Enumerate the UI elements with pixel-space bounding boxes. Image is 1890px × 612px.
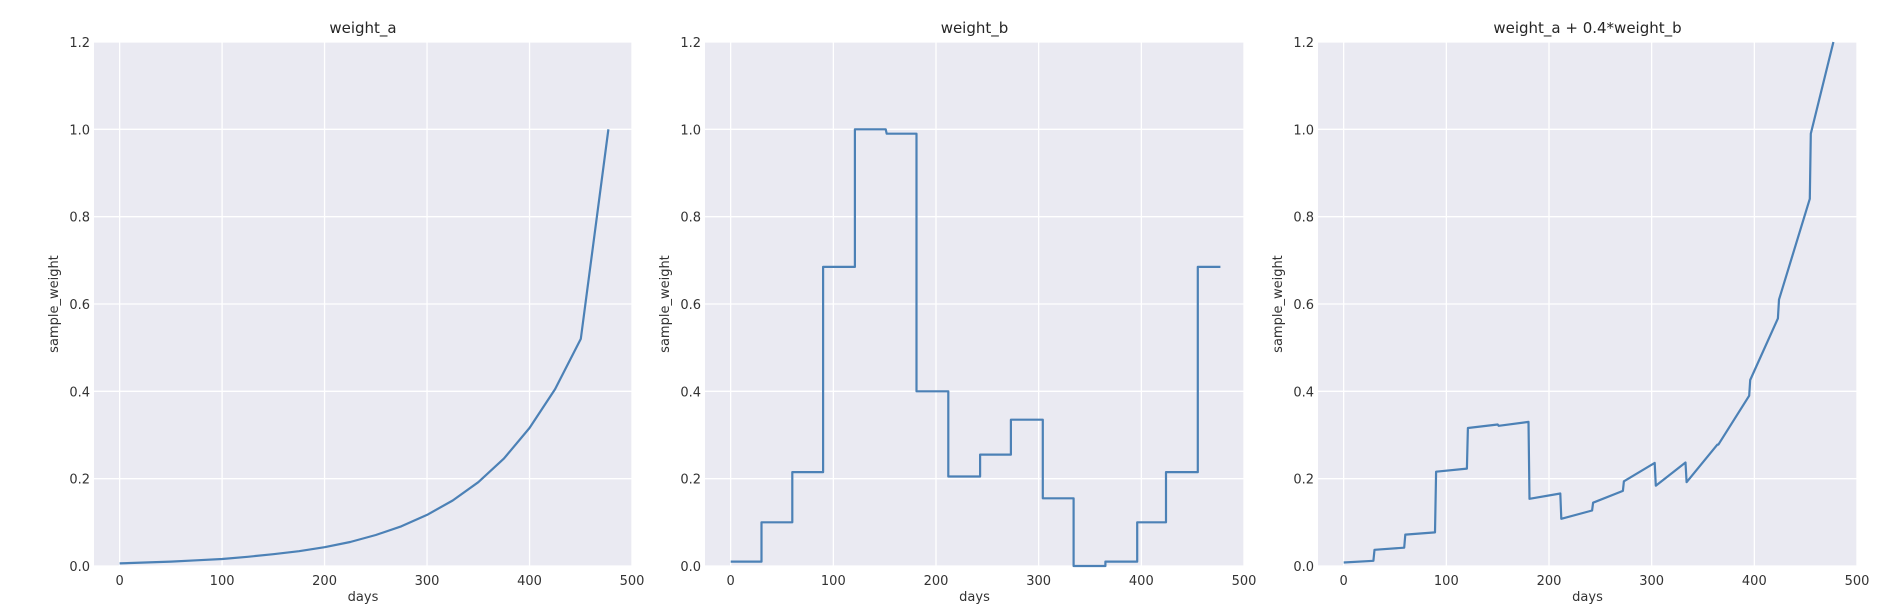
y-tick-label: 0.0 (1293, 560, 1314, 575)
y-tick-label: 0.2 (69, 473, 90, 488)
x-tick-label: 500 (1845, 574, 1870, 589)
y-tick-label: 1.0 (69, 123, 90, 138)
y-tick-label: 0.6 (680, 298, 701, 313)
x-tick-label: 500 (620, 574, 645, 589)
y-tick-label: 0.8 (680, 211, 701, 226)
y-tick-label: 0.0 (680, 560, 701, 575)
y-tick-label: 0.6 (69, 298, 90, 313)
y-tick-label: 0.0 (69, 560, 90, 575)
subplot-weight-b: 0 100 200 300 400 500 0.0 0.2 0.4 0.6 0.8 1.0 1.2 wei… (658, 19, 1256, 605)
subplot-weight-a: 0 100 200 300 400 500 0.0 0.2 0.4 0.6 0.8 1.0 1.2 wei… (47, 19, 644, 605)
x-tick-label: 200 (312, 574, 337, 589)
x-tick-label: 100 (821, 574, 846, 589)
y-axis-label: sample_weight (1271, 255, 1286, 353)
y-axis-label: sample_weight (47, 255, 62, 353)
y-tick-label: 0.2 (680, 473, 701, 488)
series-line (1343, 41, 1835, 564)
x-axis-label: days (348, 590, 379, 605)
y-tick-label: 1.0 (1293, 123, 1314, 138)
y-tick-label: 0.4 (680, 385, 701, 400)
y-tick-label: 0.6 (1293, 298, 1314, 313)
x-tick-label: 0 (1340, 574, 1348, 589)
x-tick-label: 0 (727, 574, 735, 589)
x-tick-label: 200 (1537, 574, 1562, 589)
chart-title: weight_b (941, 19, 1009, 38)
y-tick-label: 0.4 (1293, 385, 1314, 400)
y-tick-label: 1.2 (680, 36, 701, 51)
series-line (730, 128, 1221, 568)
y-tick-label: 0.4 (69, 385, 90, 400)
x-tick-label: 300 (1026, 574, 1051, 589)
x-axis-label: days (959, 590, 990, 605)
x-tick-label: 200 (924, 574, 949, 589)
x-tick-label: 400 (1742, 574, 1767, 589)
series-line (119, 129, 610, 565)
chart-title: weight_a + 0.4*weight_b (1493, 19, 1681, 38)
x-tick-label: 300 (415, 574, 440, 589)
x-tick-label: 100 (210, 574, 235, 589)
x-tick-label: 300 (1639, 574, 1664, 589)
subplot-weight-a-plus-weight-b: 0 100 200 300 400 500 0.0 0.2 0.4 0.6 0.8 1.0 1.2 wei… (1271, 19, 1869, 605)
x-tick-label: 500 (1232, 574, 1257, 589)
x-tick-label: 400 (517, 574, 542, 589)
chart-title: weight_a (329, 19, 396, 38)
y-tick-label: 0.8 (1293, 211, 1314, 226)
y-tick-label: 0.8 (69, 211, 90, 226)
x-tick-label: 0 (115, 574, 123, 589)
y-tick-label: 0.2 (1293, 473, 1314, 488)
x-tick-label: 100 (1434, 574, 1459, 589)
x-axis-label: days (1572, 590, 1603, 605)
y-axis-label: sample_weight (658, 255, 673, 353)
x-tick-label: 400 (1129, 574, 1154, 589)
y-tick-label: 1.0 (680, 123, 701, 138)
y-tick-label: 1.2 (69, 36, 90, 51)
y-tick-label: 1.2 (1293, 36, 1314, 51)
